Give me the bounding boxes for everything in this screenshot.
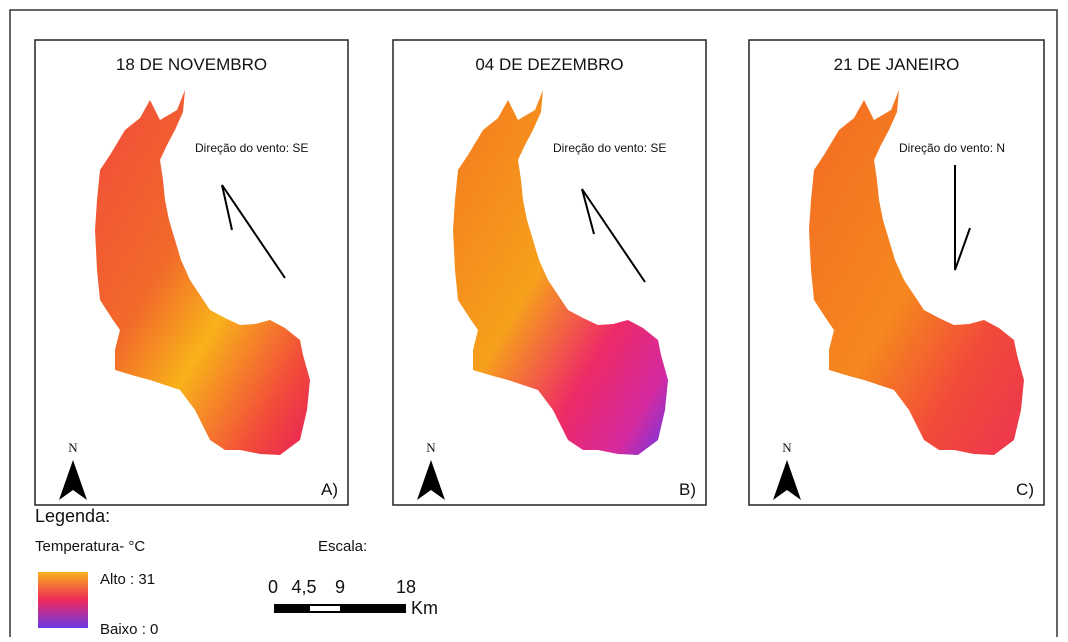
water-body bbox=[453, 90, 668, 455]
north-label: N bbox=[68, 440, 78, 455]
panel-title: 21 DE JANEIRO bbox=[834, 55, 960, 74]
panel-label: C) bbox=[1016, 480, 1034, 499]
map-panel: 18 DE NOVEMBRO Direção do vento: SE A) N bbox=[34, 39, 349, 506]
wind-arrow bbox=[954, 165, 971, 271]
wind-arrow bbox=[581, 188, 646, 283]
outer-frame bbox=[9, 9, 1058, 642]
legend-subtitle: Temperatura- °C bbox=[35, 538, 145, 555]
water-body bbox=[809, 90, 1024, 455]
wind-arrow bbox=[221, 184, 286, 279]
scale-bar: 0 4,5 9 18 bbox=[268, 577, 416, 613]
panel-title: 04 DE DEZEMBRO bbox=[475, 55, 623, 74]
north-label: N bbox=[782, 440, 792, 455]
water-body bbox=[95, 90, 310, 455]
wind-label: Direção do vento: N bbox=[899, 141, 1005, 155]
north-arrow bbox=[417, 460, 445, 500]
scale-label: 0 bbox=[268, 577, 278, 597]
panel-label: B) bbox=[679, 480, 696, 499]
legend-high: Alto : 31 bbox=[100, 571, 155, 588]
scale-segment bbox=[310, 606, 340, 611]
panel-label: A) bbox=[321, 480, 338, 499]
wind-label: Direção do vento: SE bbox=[553, 141, 666, 155]
scale-label: 18 bbox=[396, 577, 416, 597]
scale-label: 9 bbox=[335, 577, 345, 597]
scale-unit: Km bbox=[411, 598, 438, 618]
north-arrow bbox=[773, 460, 801, 500]
legend-ramp bbox=[38, 572, 88, 628]
scale-title: Escala: bbox=[318, 538, 367, 555]
scale-label: 4,5 bbox=[291, 577, 316, 597]
north-arrow bbox=[59, 460, 87, 500]
map-panel: 04 DE DEZEMBRO Direção do vento: SE B) N bbox=[392, 39, 707, 506]
legend-title: Legenda: bbox=[35, 506, 110, 526]
panel-title: 18 DE NOVEMBRO bbox=[116, 55, 267, 74]
legend-low: Baixo : 0 bbox=[100, 621, 158, 637]
map-panel: 21 DE JANEIRO Direção do vento: N C) N bbox=[748, 39, 1045, 506]
wind-label: Direção do vento: SE bbox=[195, 141, 308, 155]
north-label: N bbox=[426, 440, 436, 455]
